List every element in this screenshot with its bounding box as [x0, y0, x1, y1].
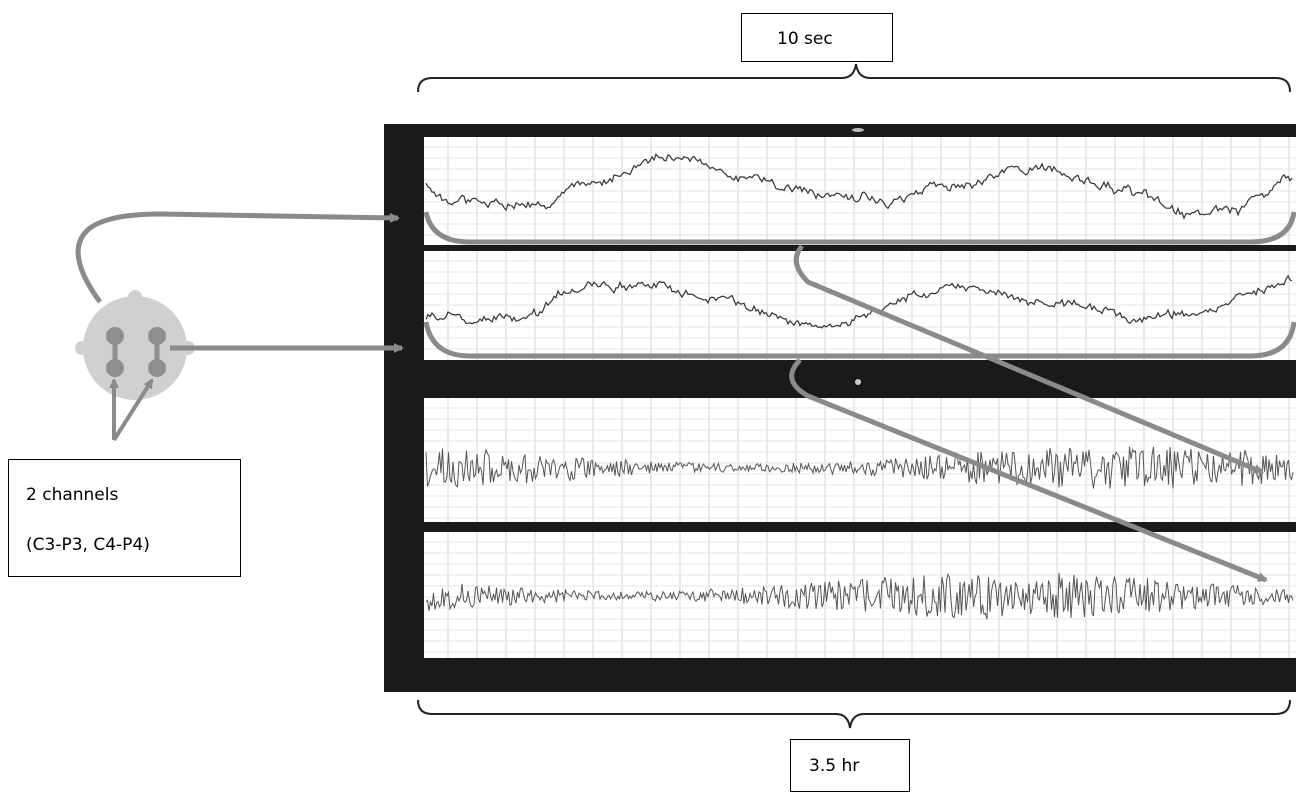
channels-count-text: 2 channels — [26, 485, 119, 505]
zoom-bracket-2 — [423, 321, 1296, 359]
duration-label-10sec-text: 10 sec — [777, 29, 833, 49]
bottom-brace — [417, 699, 1291, 729]
label-arrow-2 — [112, 378, 154, 442]
eeg-trace-3-5hr — [425, 572, 1294, 620]
top-brace — [417, 63, 1291, 93]
electrode-c3 — [106, 327, 124, 345]
zoom-bracket-1 — [423, 211, 1296, 245]
eeg-traces — [425, 153, 1294, 620]
electrode-p3 — [106, 359, 124, 377]
channels-montage-text: (C3-P3, C4-P4) — [26, 535, 150, 555]
zoom-arrow-1 — [793, 244, 1264, 475]
electrode-p4 — [148, 359, 166, 377]
duration-label-3-5hr-text: 3.5 hr — [809, 756, 860, 776]
electrode-c4 — [148, 327, 166, 345]
scalp-electrode-montage-icon — [75, 290, 195, 400]
channels-label: 2 channels (C3-P3, C4-P4) — [8, 459, 241, 577]
duration-label-10sec: 10 sec — [741, 13, 893, 62]
zoom-arrow-2 — [789, 358, 1268, 583]
duration-label-3-5hr: 3.5 hr — [790, 739, 910, 792]
frame-mark — [852, 128, 864, 132]
eeg-trace-3-5hr — [425, 446, 1294, 489]
channel-arrow-1 — [75, 211, 400, 304]
eeg-trace-10sec — [425, 153, 1293, 220]
grid-lines — [424, 137, 1296, 658]
frame-mark — [855, 379, 861, 385]
eeg-trace-10sec — [425, 274, 1293, 329]
